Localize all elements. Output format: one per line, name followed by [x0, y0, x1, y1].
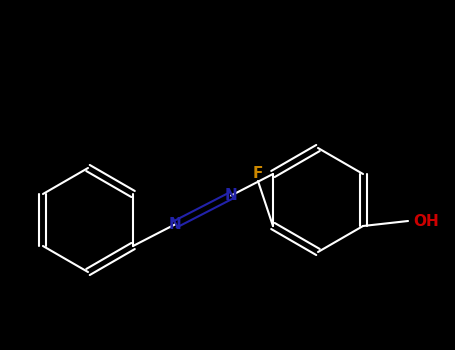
Text: N: N	[169, 217, 182, 232]
Text: N: N	[225, 188, 238, 203]
Text: F: F	[253, 166, 263, 181]
Text: OH: OH	[413, 214, 439, 229]
